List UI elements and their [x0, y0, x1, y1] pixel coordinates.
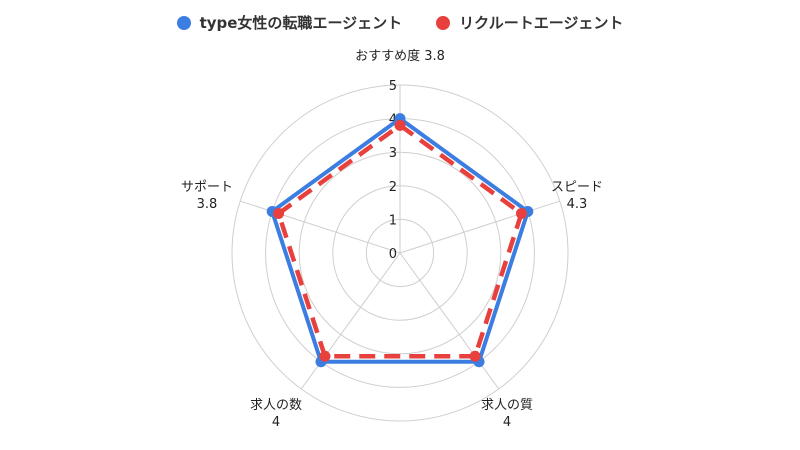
tick-label-4: 4 [389, 113, 397, 128]
axis-label-3: 求人の質 4 [481, 398, 533, 430]
series-line-2 [276, 123, 524, 359]
grid-spoke-3 [399, 252, 500, 390]
tick-label-5: 5 [389, 79, 397, 94]
legend-item-recruit[interactable]: リクルートエージェント [436, 12, 623, 33]
axis-label-1: おすすめ度 3.8 [355, 48, 445, 64]
legend-label-type: type女性の転職エージェント [199, 14, 403, 32]
axis-value-3: 4 [503, 415, 511, 430]
series-2-point-3 [469, 350, 481, 362]
axis-label-5: サポート 3.8 [181, 180, 233, 212]
legend-swatch-recruit [436, 15, 451, 30]
series-2-point-5 [273, 208, 285, 220]
axis-value-4: 4 [272, 415, 280, 430]
tick-label-3: 3 [389, 146, 397, 161]
axis-value-5: 3.8 [197, 197, 218, 212]
axis-name-5: サポート [181, 180, 233, 195]
series-2-point-1 [394, 119, 406, 131]
axis-label-4: 求人の数 4 [250, 398, 302, 430]
legend-label-recruit: リクルートエージェント [459, 14, 624, 32]
axis-name-3: 求人の質 [481, 398, 533, 413]
legend-item-type[interactable]: type女性の転職エージェント [176, 12, 403, 33]
axis-name-4: 求人の数 [250, 398, 302, 413]
tick-label-2: 2 [389, 180, 397, 195]
series-2-point-2 [515, 208, 527, 220]
axis-label-2: スピード 4.3 [551, 180, 603, 212]
axis-name-2: スピード [551, 180, 603, 195]
grid-spoke-2 [399, 200, 560, 254]
grid-spoke-5 [240, 200, 401, 254]
grid-spoke-4 [300, 252, 401, 390]
series-2-point-4 [319, 350, 331, 362]
axis-value-2: 4.3 [567, 197, 588, 212]
tick-label-1: 1 [389, 213, 397, 228]
series-line-1 [270, 116, 530, 364]
legend-swatch-type [176, 15, 191, 30]
chart-legend: type女性の転職エージェント リクルートエージェント [0, 12, 800, 33]
tick-label-0: 0 [389, 247, 397, 262]
